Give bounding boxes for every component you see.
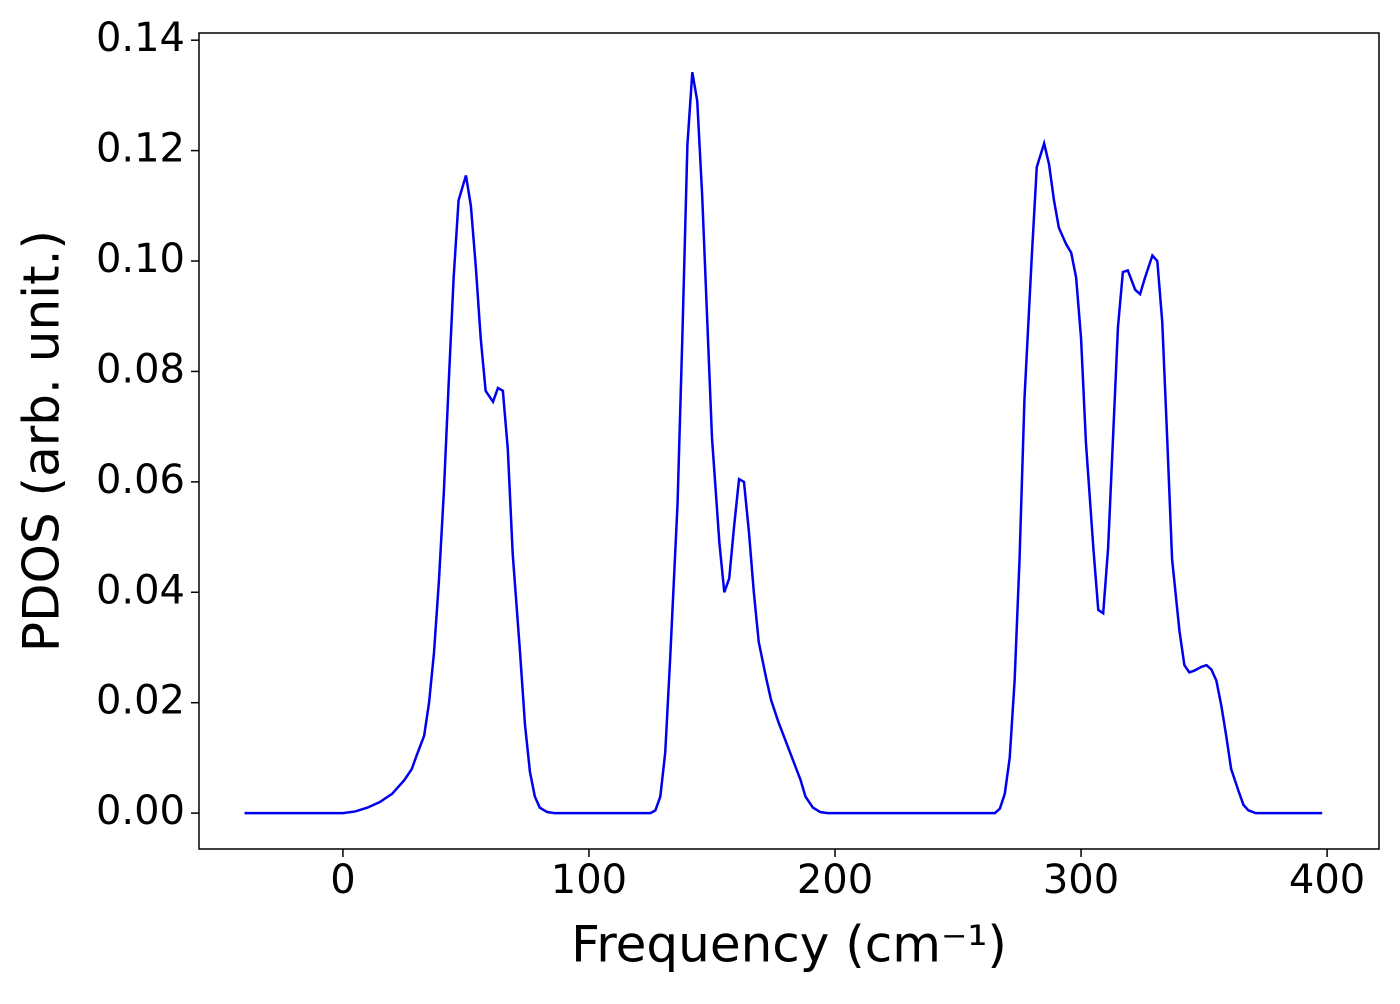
y-tick-label: 0.10: [96, 236, 185, 282]
y-tick-label: 0.06: [96, 457, 185, 503]
y-tick-label: 0.08: [96, 346, 185, 392]
x-tick-label: 100: [551, 857, 627, 903]
y-axis-label: PDOS (arb. unit.): [13, 230, 71, 652]
y-tick-label: 0.04: [96, 567, 185, 613]
x-axis-label: Frequency (cm⁻¹): [571, 916, 1007, 974]
data-line: [244, 71, 1323, 815]
y-tick-label: 0.12: [96, 126, 185, 172]
y-tick-label: 0.14: [96, 15, 185, 61]
y-tick-label: 0.00: [96, 788, 185, 834]
y-tick-label: 0.02: [96, 678, 185, 724]
x-tick-label: 300: [1043, 857, 1119, 903]
x-tick-label: 200: [797, 857, 873, 903]
x-tick-label: 400: [1289, 857, 1365, 903]
plot-frame: [198, 32, 1380, 850]
x-tick-label: 0: [330, 857, 355, 903]
